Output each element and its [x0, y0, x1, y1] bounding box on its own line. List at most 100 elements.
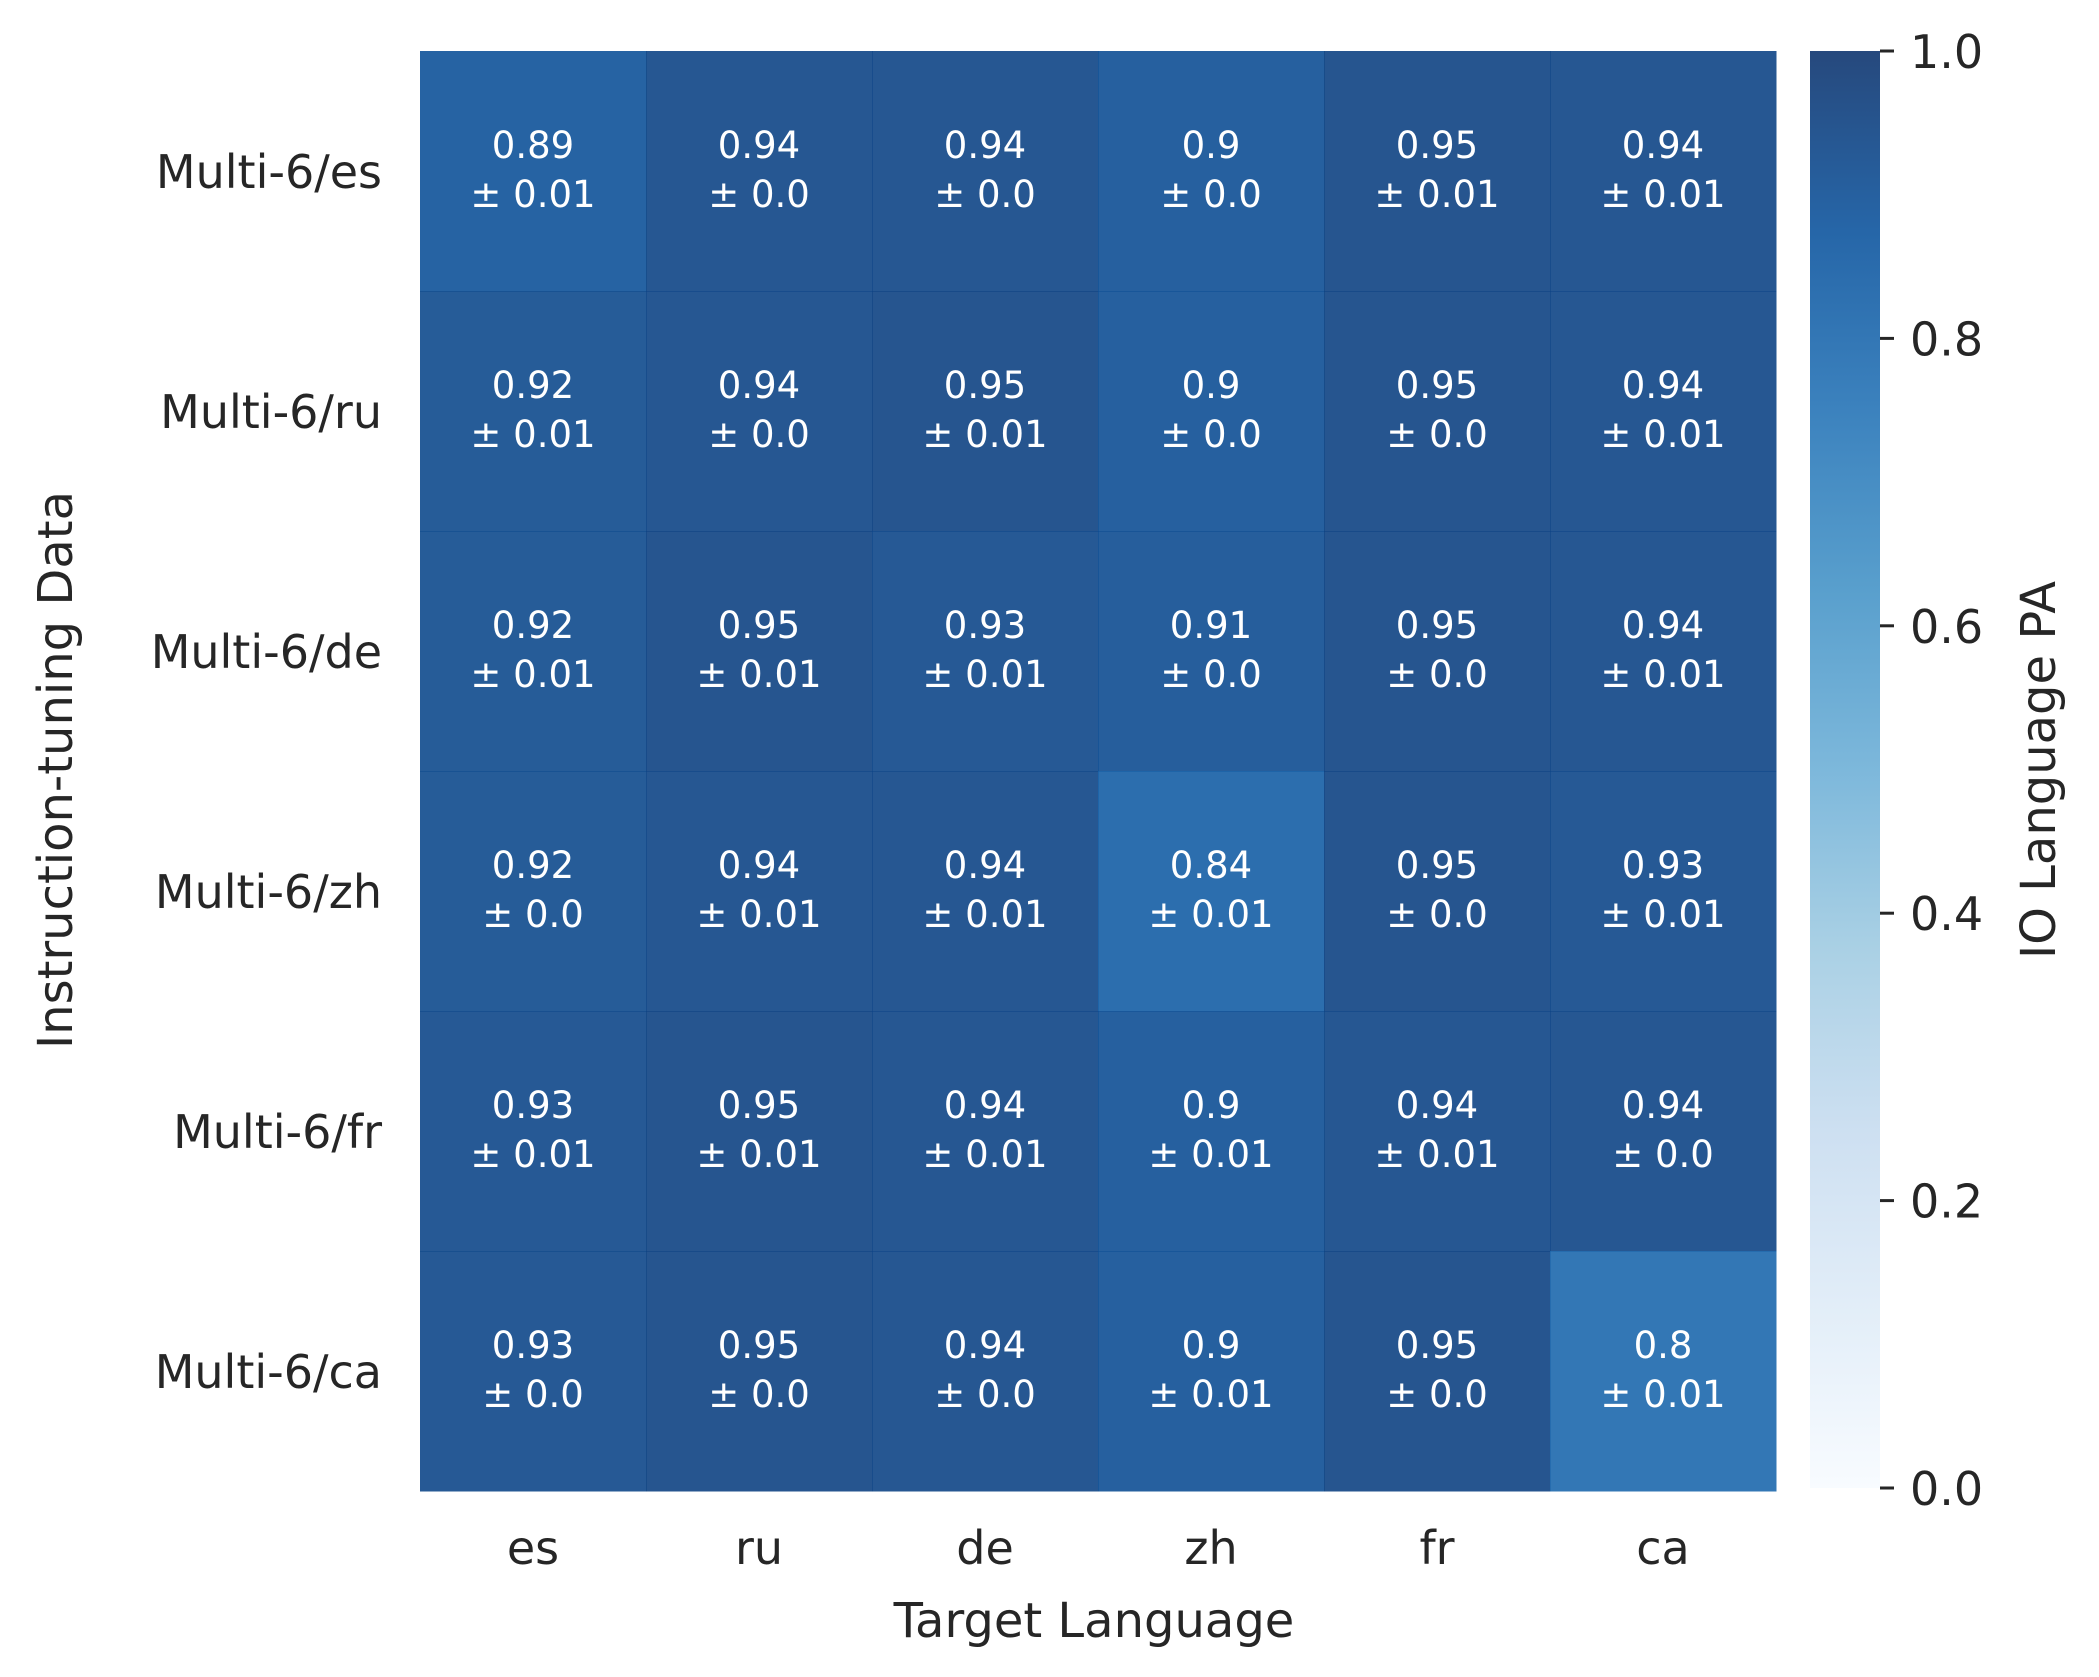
cell-value-label: 0.94 [944, 1324, 1026, 1367]
x-tick-label: ru [735, 1521, 783, 1575]
heatmap-cell [1550, 1011, 1777, 1252]
cell-error-label: ± 0.0 [1160, 173, 1262, 216]
cell-error-label: ± 0.01 [470, 413, 595, 456]
heatmap-cell [872, 771, 1099, 1012]
cell-error-label: ± 0.0 [482, 893, 584, 936]
cell-value-label: 0.93 [1622, 844, 1704, 887]
cell-value-label: 0.9 [1182, 364, 1241, 407]
heatmap-cell [1324, 771, 1551, 1012]
cell-error-label: ± 0.0 [1386, 653, 1488, 696]
colorbar-tick-label: 0.6 [1910, 600, 1983, 654]
heatmap-cell [1550, 291, 1777, 532]
cell-value-label: 0.95 [718, 604, 800, 647]
cell-value-label: 0.92 [492, 844, 574, 887]
colorbar-tick-label: 1.0 [1910, 25, 1983, 79]
cell-value-label: 0.92 [492, 364, 574, 407]
cell-error-label: ± 0.01 [696, 1133, 821, 1176]
cell-value-label: 0.84 [1170, 844, 1252, 887]
cell-error-label: ± 0.01 [922, 893, 1047, 936]
heatmap-cell [646, 531, 873, 772]
cell-value-label: 0.94 [1622, 1084, 1704, 1127]
cell-error-label: ± 0.01 [1600, 653, 1725, 696]
heatmap-cell [1098, 51, 1325, 292]
heatmap-cell [1098, 771, 1325, 1012]
cell-value-label: 0.93 [944, 604, 1026, 647]
y-tick-label: Multi-6/zh [155, 865, 382, 919]
cell-value-label: 0.94 [1622, 364, 1704, 407]
heatmap-cell [1550, 531, 1777, 772]
cell-error-label: ± 0.0 [1160, 413, 1262, 456]
heatmap-cell [872, 51, 1099, 292]
cell-value-label: 0.95 [718, 1324, 800, 1367]
cell-value-label: 0.91 [1170, 604, 1252, 647]
cell-error-label: ± 0.01 [1600, 413, 1725, 456]
x-axis-label: Target Language [893, 1593, 1295, 1649]
cell-value-label: 0.8 [1634, 1324, 1693, 1367]
colorbar-label: IO Language PA [2011, 581, 2067, 959]
heatmap-cell [1098, 531, 1325, 772]
cell-value-label: 0.94 [718, 124, 800, 167]
cell-value-label: 0.95 [1396, 124, 1478, 167]
cell-error-label: ± 0.01 [1374, 173, 1499, 216]
heatmap-cells [420, 51, 1777, 1492]
cell-value-label: 0.94 [944, 1084, 1026, 1127]
heatmap-cell [646, 51, 873, 292]
heatmap-cell [420, 1251, 647, 1492]
cell-error-label: ± 0.0 [1386, 893, 1488, 936]
cell-error-label: ± 0.01 [470, 653, 595, 696]
cell-value-label: 0.95 [1396, 844, 1478, 887]
cell-value-label: 0.9 [1182, 1084, 1241, 1127]
x-tick-label: de [956, 1521, 1014, 1575]
heatmap-cell [1324, 531, 1551, 772]
colorbar-tick-label: 0.4 [1910, 887, 1983, 941]
heatmap-cell [1550, 771, 1777, 1012]
heatmap-cell-labels: 0.89 ± 0.01 0.94 ± 0.0 0.94 ± 0.0 0.9 ± 0.0 0.95… [470, 124, 1725, 1416]
x-axis-ticks: es ru de zh fr ca [507, 1521, 1690, 1575]
y-tick-label: Multi-6/ca [155, 1345, 382, 1399]
cell-value-label: 0.95 [1396, 1324, 1478, 1367]
heatmap-cell [1324, 1011, 1551, 1252]
heatmap-cell [1098, 1011, 1325, 1252]
cell-error-label: ± 0.0 [934, 173, 1036, 216]
cell-error-label: ± 0.01 [470, 1133, 595, 1176]
cell-value-label: 0.94 [1622, 124, 1704, 167]
colorbar-tick-label: 0.2 [1910, 1175, 1983, 1229]
cell-value-label: 0.9 [1182, 124, 1241, 167]
heatmap-cell [1550, 51, 1777, 292]
cell-error-label: ± 0.0 [1386, 413, 1488, 456]
cell-value-label: 0.9 [1182, 1324, 1241, 1367]
cell-value-label: 0.95 [944, 364, 1026, 407]
heatmap-cell [1550, 1251, 1777, 1492]
y-tick-label: Multi-6/fr [173, 1105, 382, 1159]
cell-value-label: 0.94 [718, 364, 800, 407]
cell-error-label: ± 0.0 [708, 173, 810, 216]
heatmap-cell [420, 1011, 647, 1252]
heatmap-cell [872, 1011, 1099, 1252]
cell-value-label: 0.94 [944, 844, 1026, 887]
cell-error-label: ± 0.01 [1148, 1133, 1273, 1176]
x-tick-label: zh [1184, 1521, 1237, 1575]
x-tick-label: fr [1419, 1521, 1454, 1575]
colorbar-tick-label: 0.0 [1910, 1462, 1983, 1516]
heatmap-cell [420, 291, 647, 532]
cell-error-label: ± 0.01 [922, 1133, 1047, 1176]
cell-error-label: ± 0.0 [482, 1373, 584, 1416]
cell-value-label: 0.94 [718, 844, 800, 887]
cell-error-label: ± 0.0 [934, 1373, 1036, 1416]
heatmap-cell [1324, 1251, 1551, 1492]
cell-value-label: 0.95 [1396, 604, 1478, 647]
cell-error-label: ± 0.01 [922, 413, 1047, 456]
heatmap-cell [872, 531, 1099, 772]
cell-value-label: 0.93 [492, 1324, 574, 1367]
x-tick-label: ca [1636, 1521, 1689, 1575]
y-axis-ticks: Multi-6/es Multi-6/ru Multi-6/de Multi-6/zh… [151, 145, 382, 1399]
colorbar-tick-label: 0.8 [1910, 312, 1983, 366]
y-tick-label: Multi-6/ru [160, 385, 382, 439]
cell-error-label: ± 0.01 [1600, 893, 1725, 936]
colorbar: 0.0 0.2 0.4 0.6 0.8 1.0 IO Language PA [1810, 25, 2067, 1516]
heatmap-cell [1098, 1251, 1325, 1492]
heatmap-cell [646, 291, 873, 532]
cell-value-label: 0.95 [718, 1084, 800, 1127]
cell-error-label: ± 0.01 [470, 173, 595, 216]
